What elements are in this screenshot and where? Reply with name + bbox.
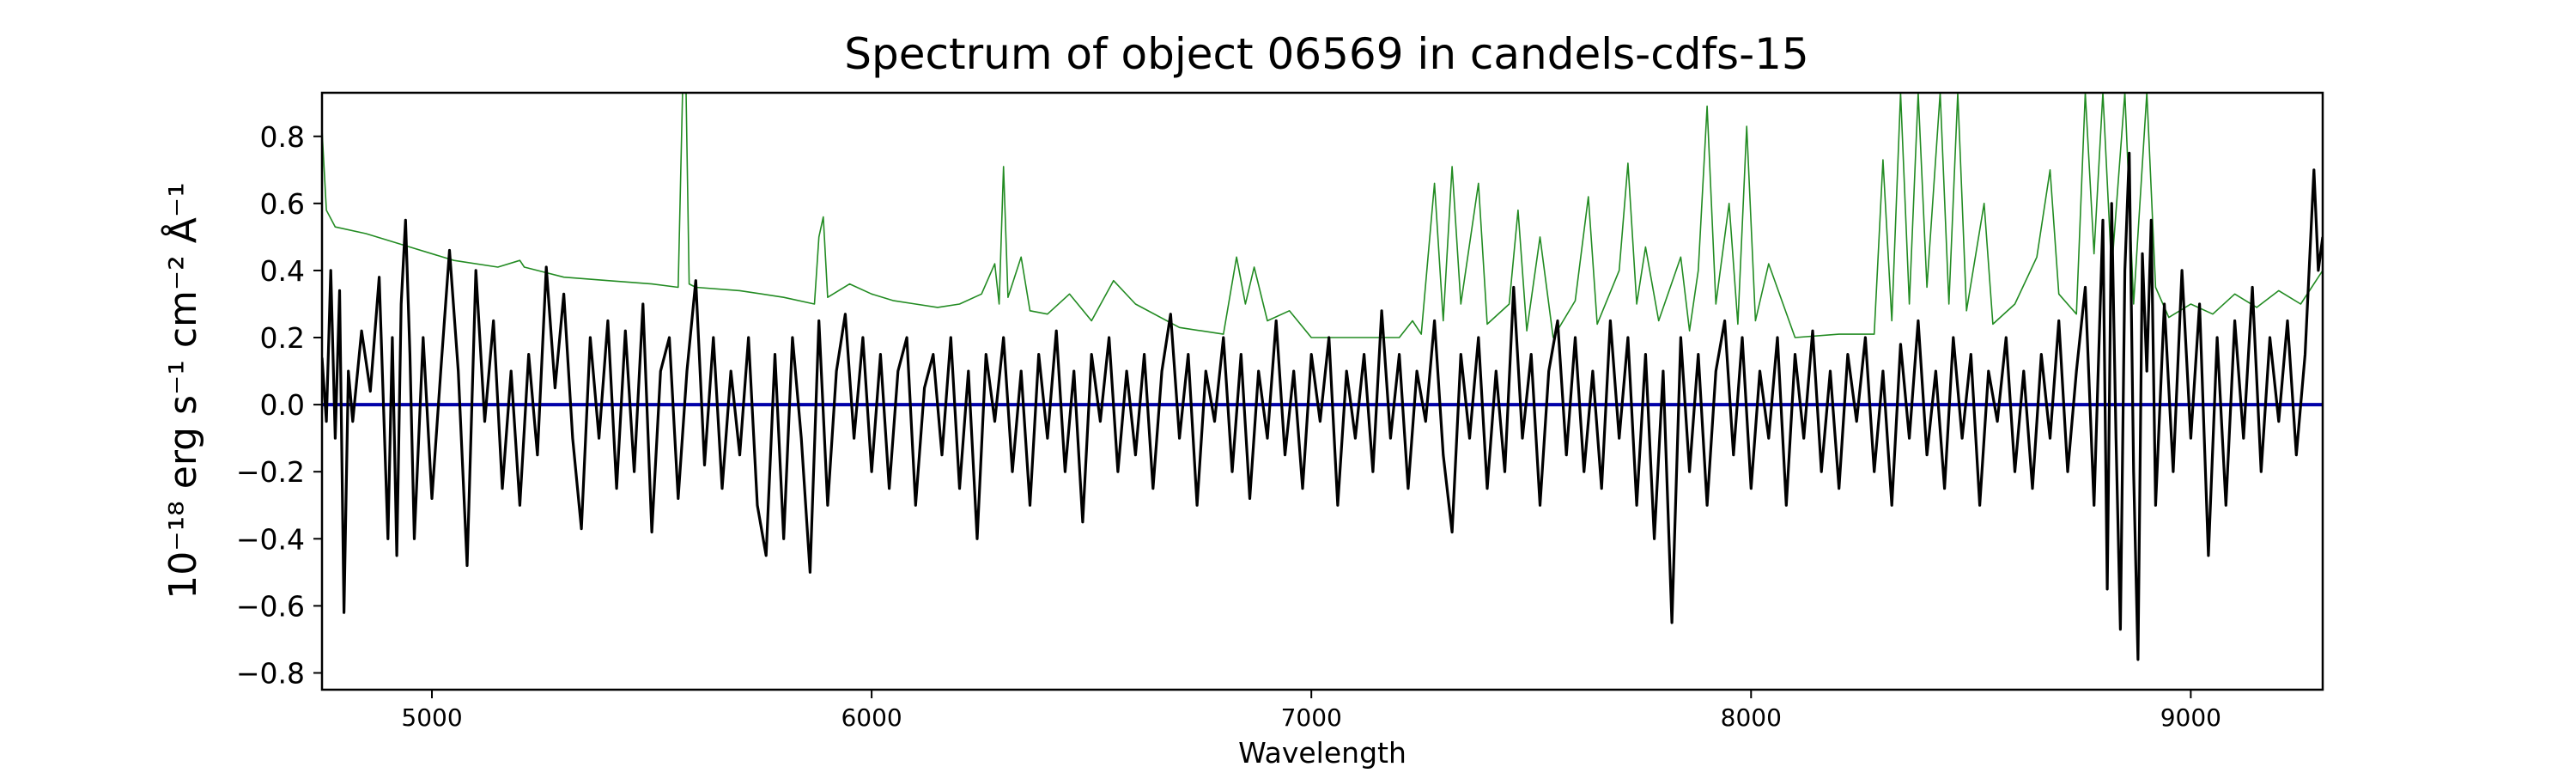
x-tick-label: 5000 xyxy=(401,703,462,732)
axes-frame xyxy=(320,91,2324,691)
series-line-flux xyxy=(322,151,2323,661)
x-tick-label: 9000 xyxy=(2160,703,2221,732)
x-tick-label: 8000 xyxy=(1721,703,1782,732)
x-tick-label: 7000 xyxy=(1281,703,1342,732)
series-line-noise xyxy=(322,93,2323,338)
plot-area xyxy=(322,93,2323,661)
y-axis-ticks: −0.8 −0.6 −0.4 −0.2 0.0 0.2 0.4 0.6 0.8 xyxy=(236,120,322,690)
y-tick-label: −0.2 xyxy=(236,455,305,489)
y-tick-label: −0.4 xyxy=(236,522,305,556)
y-tick-label: 0.6 xyxy=(260,187,305,221)
y-tick-label: 0.0 xyxy=(260,388,305,422)
y-tick-label: 0.2 xyxy=(260,321,305,355)
y-tick-label: 0.4 xyxy=(260,254,305,288)
x-tick-label: 6000 xyxy=(841,703,902,732)
x-axis-ticks: 5000 6000 7000 8000 9000 xyxy=(401,690,2221,732)
y-tick-label: −0.8 xyxy=(236,656,305,690)
y-tick-label: −0.6 xyxy=(236,589,305,623)
y-tick-label: 0.8 xyxy=(260,120,305,154)
x-axis-label: Wavelength xyxy=(1238,736,1406,770)
y-axis-label: 10⁻¹⁸ erg s⁻¹ cm⁻² Å⁻¹ xyxy=(160,182,205,599)
chart-title: Spectrum of object 06569 in candels-cdfs… xyxy=(844,29,1809,79)
